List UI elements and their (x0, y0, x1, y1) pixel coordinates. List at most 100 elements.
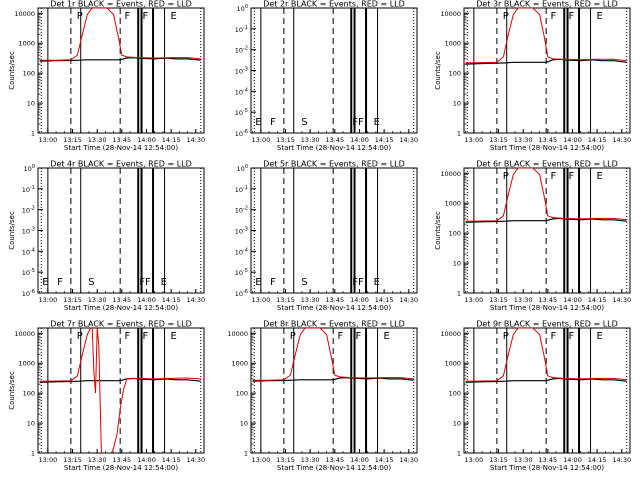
detector-panel: Det 1r BLACK = Events, RED = LLD 1 10 100 10… (8, 0, 205, 152)
y-tick-label: 10-6 (235, 289, 248, 298)
y-tick-label: 100 (237, 164, 248, 173)
y-tick-label: 10000 (227, 330, 248, 338)
detector-panel: Det 3r BLACK = Events, RED = LLD 1 10 100 10… (434, 0, 631, 152)
x-tick-label: 13:30 (88, 296, 107, 304)
y-tick-label: 1000 (444, 40, 461, 48)
x-tick-label: 13:15 (276, 456, 295, 464)
y-tick-label: 10000 (440, 10, 461, 18)
x-tick-label: 13:15 (276, 136, 295, 144)
y-tick-label: 1 (31, 130, 35, 138)
flare-flag-label: E (596, 11, 602, 22)
plot-frame (250, 167, 418, 294)
y-axis-label: Counts/sec (434, 51, 442, 90)
plot-frame (250, 327, 418, 454)
flare-flag-label: F (124, 11, 130, 22)
x-tick-label: 14:15 (162, 136, 181, 144)
flare-flag-label: S (301, 277, 307, 288)
detector-panel: Det 7r BLACK = Events, RED = LLD 1 10 100 10… (8, 320, 205, 473)
plot-frame (37, 7, 205, 134)
y-tick-label: 100 (23, 70, 35, 78)
x-tick-label: 14:15 (588, 456, 607, 464)
flare-flag-label: P (503, 331, 509, 342)
x-tick-label: 14:30 (612, 296, 631, 304)
x-tick-label: 14:00 (563, 136, 582, 144)
lld-series-line (465, 168, 627, 222)
x-axis-label: Start Time (28-Nov-14 12:54:00) (64, 304, 178, 312)
flare-flag-label: E (255, 277, 261, 288)
y-tick-label: 100 (24, 164, 35, 173)
flare-flag-label: P (503, 11, 509, 22)
detector-panel: Det 6r BLACK = Events, RED = LLD 1 10 100 10… (434, 160, 631, 313)
y-tick-label: 10 (27, 420, 35, 428)
panel-title: Det 1r BLACK = Events, RED = LLD (50, 0, 192, 9)
x-tick-label: 13:15 (489, 296, 508, 304)
panel-title: Det 2r BLACK = Events, RED = LLD (263, 0, 405, 9)
x-tick-label: 13:00 (38, 136, 57, 144)
events-series-line (39, 56, 201, 62)
x-axis-label: Start Time (28-Nov-14 12:54:00) (490, 304, 604, 312)
events-series-line (465, 377, 627, 383)
flare-flag-label: P (77, 11, 83, 22)
y-tick-label: 10-4 (235, 247, 248, 256)
flare-flag-label: F (270, 117, 276, 128)
x-tick-label: 13:30 (88, 456, 107, 464)
x-tick-label: 13:30 (88, 136, 107, 144)
y-tick-label: 10-5 (235, 268, 248, 277)
x-tick-label: 13:00 (38, 456, 57, 464)
x-tick-label: 13:30 (301, 296, 320, 304)
flare-flag-label: F (569, 171, 575, 182)
y-tick-label: 10000 (440, 170, 461, 178)
x-axis-label: Start Time (28-Nov-14 12:54:00) (64, 144, 178, 152)
plot-frame (463, 7, 631, 134)
y-tick-label: 10000 (14, 330, 35, 338)
y-tick-label: 1 (244, 450, 248, 458)
plot-frame (463, 167, 631, 294)
y-tick-label: 10000 (440, 330, 461, 338)
x-tick-label: 14:15 (162, 456, 181, 464)
lld-series-line (252, 328, 414, 381)
x-tick-label: 13:45 (325, 136, 344, 144)
x-tick-label: 14:15 (588, 296, 607, 304)
x-tick-label: 14:00 (137, 456, 156, 464)
x-tick-label: 13:15 (276, 296, 295, 304)
flare-flag-label: E (596, 171, 602, 182)
x-tick-label: 14:15 (375, 136, 394, 144)
x-axis-label: Start Time (28-Nov-14 12:54:00) (490, 464, 604, 472)
y-tick-label: 10-2 (235, 46, 248, 55)
y-axis-label: Counts/sec (434, 211, 442, 250)
x-tick-label: 14:00 (350, 296, 369, 304)
y-tick-label: 100 (23, 390, 35, 398)
flare-flag-label: F (569, 11, 575, 22)
y-tick-label: 10 (27, 100, 35, 108)
panel-title: Det 7r BLACK = Events, RED = LLD (50, 320, 192, 329)
x-tick-label: 13:00 (464, 296, 483, 304)
y-tick-label: 10-4 (22, 247, 35, 256)
y-tick-label: 10-4 (235, 87, 248, 96)
x-tick-label: 13:30 (301, 136, 320, 144)
y-tick-label: 10 (240, 420, 248, 428)
x-tick-label: 13:45 (538, 136, 557, 144)
x-tick-label: 14:30 (612, 456, 631, 464)
detector-panel: Det 4r BLACK = Events, RED = LLD 100 10-1 1… (8, 160, 205, 313)
x-tick-label: 14:30 (186, 456, 205, 464)
y-axis-label: Counts/sec (8, 51, 16, 90)
x-tick-label: 13:00 (38, 296, 57, 304)
x-tick-label: 14:30 (399, 136, 418, 144)
flare-flag-label: P (503, 171, 509, 182)
flare-flag-label: E (383, 331, 389, 342)
x-tick-label: 13:45 (538, 456, 557, 464)
flare-flag-label: F (337, 331, 343, 342)
y-tick-label: 10-1 (235, 185, 248, 194)
flare-flag-label: E (161, 277, 167, 288)
flare-flag-label: E (170, 331, 176, 342)
x-tick-label: 14:00 (563, 296, 582, 304)
x-axis-label: Start Time (28-Nov-14 12:54:00) (277, 304, 391, 312)
y-tick-label: 1000 (18, 40, 35, 48)
y-tick-label: 1 (457, 290, 461, 298)
x-tick-label: 13:15 (489, 136, 508, 144)
x-axis-label: Start Time (28-Nov-14 12:54:00) (277, 144, 391, 152)
plot-frame (37, 167, 205, 294)
y-tick-label: 1000 (231, 360, 248, 368)
y-tick-label: 1000 (18, 360, 35, 368)
x-axis-label: Start Time (28-Nov-14 12:54:00) (490, 144, 604, 152)
